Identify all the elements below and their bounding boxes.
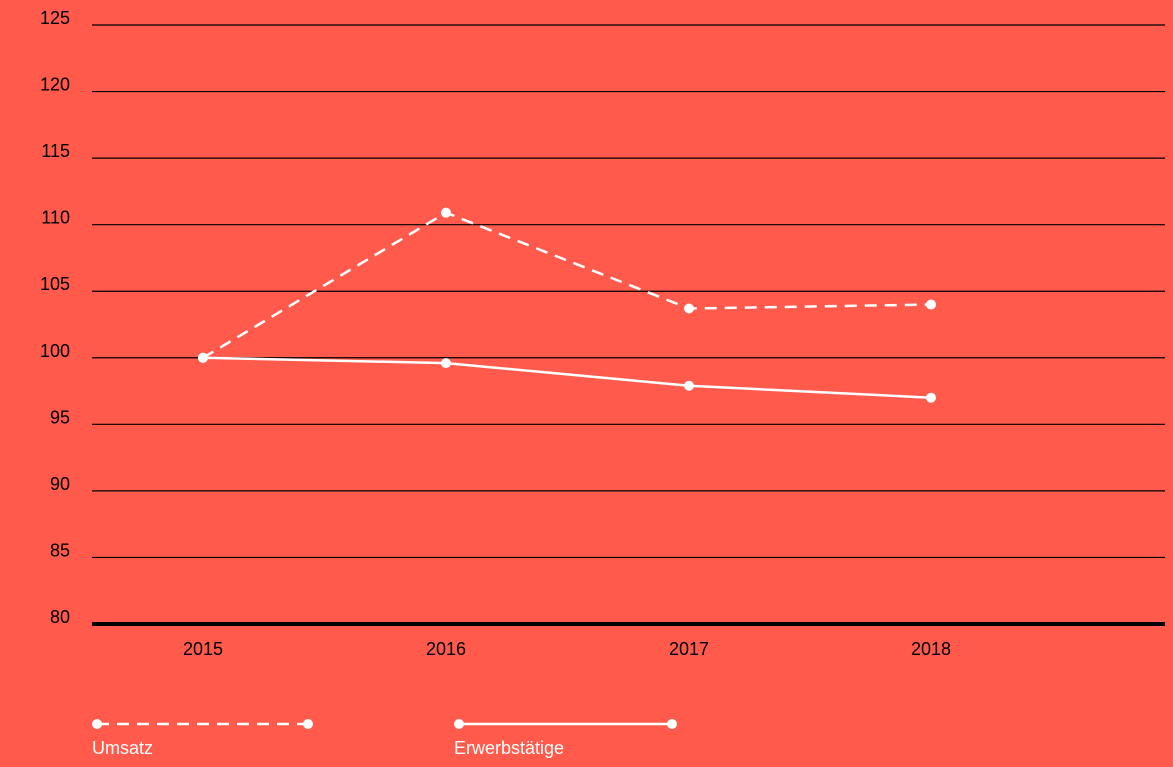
series-line [202, 211, 932, 359]
y-tick-label: 90 [50, 474, 70, 494]
series-lines [198, 207, 936, 403]
legend-label: Umsatz [92, 738, 153, 758]
legend-marker [454, 719, 464, 729]
y-tick-label: 85 [50, 540, 70, 560]
y-tick-label: 115 [41, 141, 70, 161]
y-tick-label: 80 [50, 607, 70, 627]
x-tick-label: 2017 [669, 639, 709, 659]
x-tick-label: 2015 [183, 639, 223, 659]
data-point [684, 303, 694, 314]
legend-item: Umsatz [92, 719, 313, 758]
data-point [926, 299, 936, 310]
gridlines [92, 24, 1165, 626]
y-tick-label: 125 [40, 8, 70, 28]
data-point [926, 392, 936, 403]
series-line [202, 356, 932, 399]
x-tick-label: 2018 [911, 639, 951, 659]
legend-marker [92, 719, 102, 729]
y-axis-ticks: 80 85 90 95 100 105 110 115 120 125 [40, 8, 70, 627]
data-point [684, 380, 694, 391]
y-tick-label: 95 [50, 407, 70, 427]
x-axis-ticks: 2015 2016 2017 2018 [183, 639, 951, 659]
y-tick-label: 105 [40, 274, 70, 294]
y-tick-label: 120 [40, 75, 70, 95]
x-tick-label: 2016 [426, 639, 466, 659]
legend-marker [667, 719, 677, 729]
legend-label: Erwerbstätige [454, 738, 564, 758]
y-tick-label: 100 [40, 341, 70, 361]
data-point [441, 207, 451, 218]
series-umsatz [198, 207, 936, 363]
series-erwerbstaetige [198, 352, 936, 403]
data-point [441, 358, 451, 369]
data-point [198, 352, 208, 363]
legend-item: Erwerbstätige [454, 719, 677, 758]
legend-marker [303, 719, 313, 729]
legend: Umsatz Erwerbstätige [92, 719, 677, 758]
y-tick-label: 110 [41, 208, 70, 228]
